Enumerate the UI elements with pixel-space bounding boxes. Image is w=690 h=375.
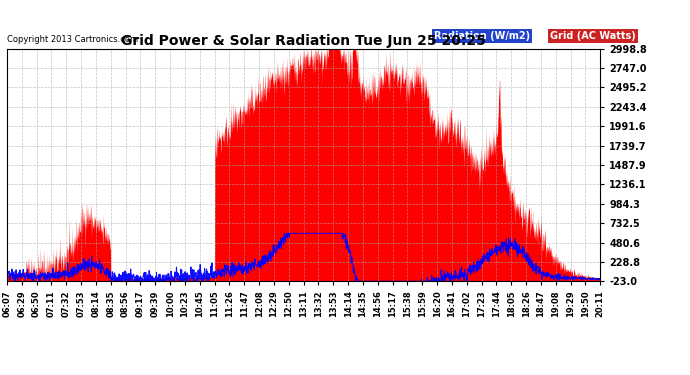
Title: Grid Power & Solar Radiation Tue Jun 25 20:25: Grid Power & Solar Radiation Tue Jun 25 … [121,34,486,48]
Text: Copyright 2013 Cartronics.com: Copyright 2013 Cartronics.com [7,35,138,44]
Text: Grid (AC Watts): Grid (AC Watts) [550,31,635,41]
Text: Radiation (W/m2): Radiation (W/m2) [434,31,531,41]
